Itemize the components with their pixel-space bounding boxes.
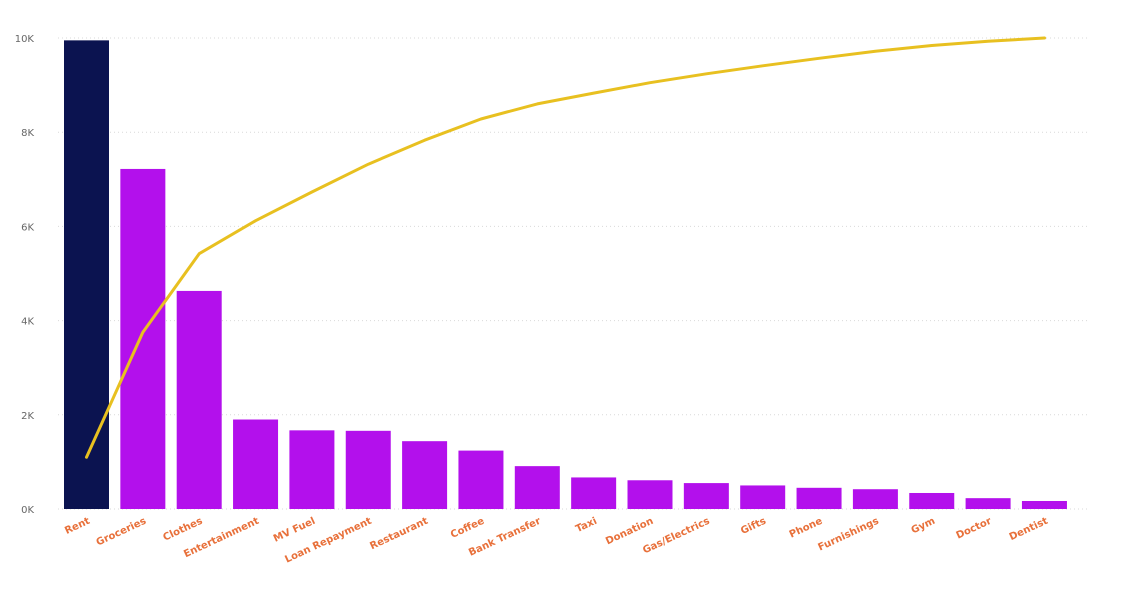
bar[interactable] — [514, 466, 560, 509]
bar[interactable] — [852, 489, 898, 509]
cumulative-line-series — [85, 36, 1046, 459]
bar[interactable] — [402, 441, 448, 509]
bar[interactable] — [120, 168, 166, 510]
y-tick-label: 2K — [21, 411, 34, 422]
y-tick-label: 0K — [21, 505, 34, 516]
x-tick-label: Restaurant — [368, 516, 430, 553]
y-tick-label: 6K — [21, 222, 34, 233]
x-tick-label: Coffee — [449, 516, 486, 541]
x-tick-label: Dentist — [1008, 516, 1050, 543]
bar[interactable] — [909, 492, 955, 509]
bar[interactable] — [458, 450, 504, 509]
bar-series — [64, 40, 1067, 510]
y-tick-label: 4K — [21, 317, 34, 328]
x-tick-label: Rent — [63, 516, 92, 537]
bar[interactable] — [627, 480, 673, 509]
bar[interactable] — [289, 430, 335, 509]
x-tick-label: Groceries — [95, 516, 148, 549]
x-tick-label: MV Fuel — [272, 516, 317, 545]
bar[interactable] — [1021, 500, 1067, 509]
x-tick-label: Gifts — [739, 516, 768, 537]
bar[interactable] — [64, 40, 109, 509]
bar[interactable] — [965, 498, 1011, 509]
cumulative-line[interactable] — [85, 36, 1046, 459]
bar[interactable] — [345, 430, 391, 509]
bar[interactable] — [683, 483, 729, 509]
x-tick-label: Taxi — [574, 516, 599, 535]
bar[interactable] — [571, 477, 617, 509]
x-tick-label: Clothes — [161, 516, 204, 544]
x-tick-label: Phone — [788, 516, 825, 541]
bar[interactable] — [233, 419, 279, 509]
bar[interactable] — [740, 485, 786, 509]
x-tick-label: Gym — [910, 516, 937, 537]
y-tick-label: 8K — [21, 128, 34, 139]
x-tick-label: Doctor — [955, 516, 994, 542]
y-axis-tick-labels: 0K 2K 4K 6K 8K 10K — [15, 34, 35, 516]
bar[interactable] — [796, 487, 842, 509]
y-tick-label: 10K — [15, 34, 35, 45]
x-tick-label: Furnishings — [817, 516, 881, 554]
bar[interactable] — [176, 290, 222, 509]
